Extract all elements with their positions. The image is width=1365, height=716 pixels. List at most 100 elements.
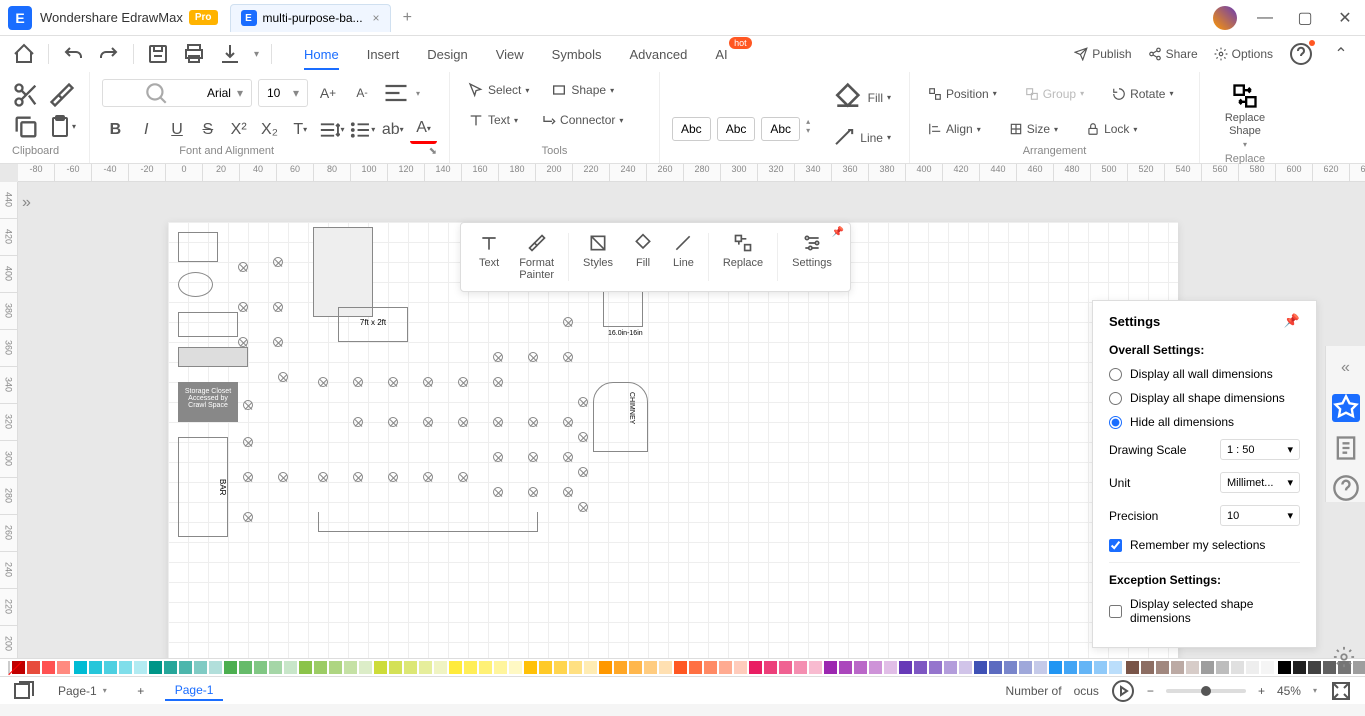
closet-shape[interactable]: Storage Closet Accessed by Crawl Space (178, 382, 238, 422)
ft-fill[interactable]: Fill (625, 229, 661, 285)
color-swatch[interactable] (524, 661, 537, 674)
add-page-button[interactable]: + (129, 679, 153, 703)
add-tab-button[interactable]: + (403, 9, 412, 27)
color-swatch[interactable] (209, 661, 222, 674)
color-swatch[interactable] (719, 661, 732, 674)
color-swatch[interactable] (1186, 661, 1199, 674)
color-swatch[interactable] (944, 661, 957, 674)
line-style-button[interactable]: Line▾ (826, 122, 897, 154)
color-swatch[interactable] (734, 661, 747, 674)
outlet-symbol[interactable] (493, 417, 503, 427)
color-swatch[interactable] (884, 661, 897, 674)
color-swatch[interactable] (839, 661, 852, 674)
outlet-symbol[interactable] (388, 472, 398, 482)
color-swatch[interactable] (299, 661, 312, 674)
radio-wall-dims[interactable]: Display all wall dimensions (1109, 367, 1300, 381)
shape-tool[interactable]: Shape▾ (545, 78, 620, 102)
redo-button[interactable] (97, 42, 121, 66)
close-tab-icon[interactable]: × (373, 11, 380, 25)
toilet-shape[interactable] (178, 232, 218, 262)
outlet-symbol[interactable] (318, 472, 328, 482)
outlet-symbol[interactable] (578, 432, 588, 442)
color-swatch[interactable] (42, 661, 55, 674)
rotate-button[interactable]: Rotate▾ (1106, 83, 1179, 105)
scale-select[interactable]: 1 : 50▾ (1220, 439, 1300, 460)
select-tool[interactable]: Select▾ (462, 78, 535, 102)
color-swatch[interactable] (644, 661, 657, 674)
color-swatch[interactable] (164, 661, 177, 674)
color-swatch[interactable] (1049, 661, 1062, 674)
outlet-symbol[interactable] (493, 377, 503, 387)
color-swatch[interactable] (254, 661, 267, 674)
color-swatch[interactable] (1231, 661, 1244, 674)
text-tool[interactable]: Text▾ (462, 108, 524, 132)
color-swatch[interactable] (1109, 661, 1122, 674)
subscript-button[interactable]: X₂ (256, 116, 283, 144)
outlet-symbol[interactable] (528, 352, 538, 362)
export-button[interactable] (218, 42, 242, 66)
paste-button[interactable]: ▾ (48, 113, 76, 141)
save-button[interactable] (146, 42, 170, 66)
style-preset-1[interactable]: Abc (672, 117, 711, 141)
color-swatch[interactable] (104, 661, 117, 674)
outlet-symbol[interactable] (388, 417, 398, 427)
menu-home[interactable]: Home (304, 41, 339, 68)
color-swatch[interactable] (1019, 661, 1032, 674)
superscript-button[interactable]: X² (225, 116, 252, 144)
outlet-symbol[interactable] (278, 472, 288, 482)
outlet-symbol[interactable] (243, 472, 253, 482)
unit-select[interactable]: Millimet...▾ (1220, 472, 1300, 493)
outlet-symbol[interactable] (578, 467, 588, 477)
color-swatch[interactable] (1293, 661, 1306, 674)
fit-page-button[interactable] (1329, 679, 1353, 703)
color-swatch[interactable] (929, 661, 942, 674)
menu-symbols[interactable]: Symbols (552, 41, 602, 68)
color-swatch[interactable] (554, 661, 567, 674)
color-swatch[interactable] (1278, 661, 1291, 674)
color-swatch[interactable] (1034, 661, 1047, 674)
bar-shape[interactable]: BAR (178, 437, 228, 537)
properties-tab[interactable] (1332, 394, 1360, 422)
increase-font-button[interactable]: A+ (314, 79, 342, 107)
strikethrough-button[interactable]: S (194, 116, 221, 144)
color-swatch[interactable] (869, 661, 882, 674)
color-swatch[interactable] (989, 661, 1002, 674)
color-swatch[interactable] (389, 661, 402, 674)
color-swatch[interactable] (194, 661, 207, 674)
zoom-out-button[interactable]: − (1147, 684, 1154, 698)
color-swatch[interactable] (89, 661, 102, 674)
color-swatch[interactable] (584, 661, 597, 674)
font-family-select[interactable]: Arial▾ (102, 79, 252, 107)
connector-tool[interactable]: Connector▾ (534, 108, 629, 132)
underline-button[interactable]: U (164, 116, 191, 144)
color-swatch[interactable] (284, 661, 297, 674)
color-swatch[interactable] (434, 661, 447, 674)
color-swatch[interactable] (1064, 661, 1077, 674)
size-button[interactable]: Size▾ (1003, 118, 1064, 140)
outlet-symbol[interactable] (353, 417, 363, 427)
document-tab[interactable]: E multi-purpose-ba... × (230, 4, 391, 32)
outlet-symbol[interactable] (458, 417, 468, 427)
lock-button[interactable]: Lock▾ (1080, 118, 1143, 140)
color-swatch[interactable] (1308, 661, 1321, 674)
cut-button[interactable] (12, 81, 40, 109)
user-avatar[interactable] (1213, 6, 1237, 30)
color-swatch[interactable] (599, 661, 612, 674)
ft-line[interactable]: Line (665, 229, 702, 285)
radio-hide-dims[interactable]: Hide all dimensions (1109, 415, 1300, 429)
color-swatch[interactable] (149, 661, 162, 674)
outlet-symbol[interactable] (243, 437, 253, 447)
outlet-symbol[interactable] (493, 352, 503, 362)
room-shape[interactable]: 7ft x 2ft (338, 307, 408, 342)
outlet-symbol[interactable] (563, 352, 573, 362)
outlet-symbol[interactable] (423, 377, 433, 387)
home-icon[interactable] (12, 42, 36, 66)
group-button[interactable]: Group▾ (1019, 83, 1090, 105)
color-swatch[interactable] (1079, 661, 1092, 674)
expand-panel-button[interactable]: » (22, 194, 42, 214)
color-swatch[interactable] (1261, 661, 1274, 674)
color-swatch[interactable] (1126, 661, 1139, 674)
color-swatch[interactable] (854, 661, 867, 674)
color-swatch[interactable] (314, 661, 327, 674)
pin-panel-button[interactable]: 📌 (1284, 313, 1300, 329)
